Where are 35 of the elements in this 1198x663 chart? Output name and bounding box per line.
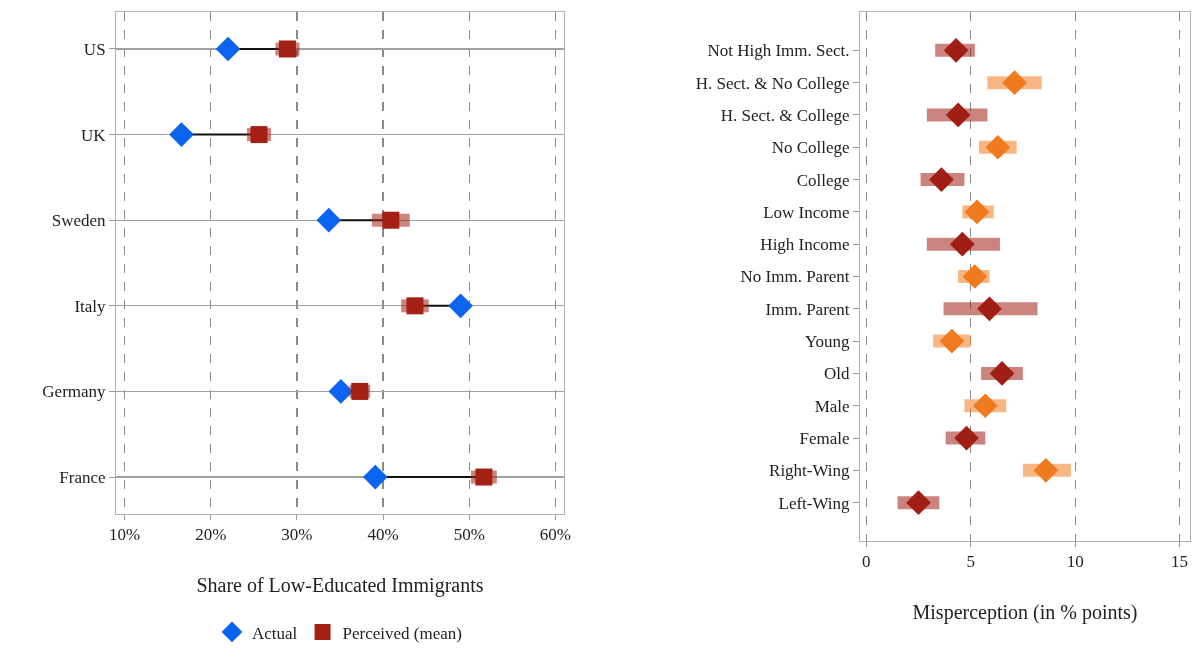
y-tick-label: Left-Wing	[778, 493, 851, 513]
y-tick-label: Germany	[42, 382, 107, 402]
y-tick-label: No College	[771, 138, 850, 158]
x-tick-label: 20%	[195, 525, 227, 545]
x-tick-label: 10%	[109, 525, 141, 545]
legend-label: Perceived (mean)	[342, 623, 463, 643]
y-tick-label: H. Sect. & No College	[695, 73, 850, 93]
y-tick-label: US	[83, 39, 106, 59]
x-tick-label: 0	[862, 552, 871, 572]
y-tick-label: Low Income	[763, 202, 850, 222]
y-tick-label: Right-Wing	[769, 461, 851, 481]
x-axis-title: Misperception (in % points)	[912, 600, 1138, 624]
y-tick-label: Not High Imm. Sect.	[707, 41, 850, 61]
y-tick-label: High Income	[760, 235, 850, 255]
y-tick-label: No Imm. Parent	[740, 267, 850, 287]
y-tick-label: H. Sect. & College	[720, 105, 850, 125]
y-tick-label: Sweden	[51, 211, 107, 231]
x-tick-label: 10	[1066, 552, 1084, 572]
x-tick-label: 5	[966, 552, 975, 572]
x-tick-label: 30%	[281, 525, 313, 545]
x-tick-label: 40%	[367, 525, 399, 545]
x-tick-label: 50%	[453, 525, 485, 545]
y-tick-label: Young	[805, 332, 851, 352]
y-tick-label: Italy	[74, 296, 107, 316]
y-tick-label: Female	[799, 429, 850, 448]
x-axis-title: Share of Low-Educated Immigrants	[196, 573, 484, 597]
y-tick-label: France	[59, 467, 106, 487]
y-tick-label: College	[796, 170, 850, 190]
x-tick-label: 60%	[539, 525, 571, 545]
y-tick-label: Imm. Parent	[765, 299, 850, 319]
x-tick-label: 15	[1171, 552, 1189, 572]
legend-label: Actual	[252, 623, 298, 643]
y-tick-label: Old	[824, 364, 851, 384]
y-tick-label: UK	[81, 125, 107, 145]
y-tick-label: Male	[814, 396, 850, 416]
